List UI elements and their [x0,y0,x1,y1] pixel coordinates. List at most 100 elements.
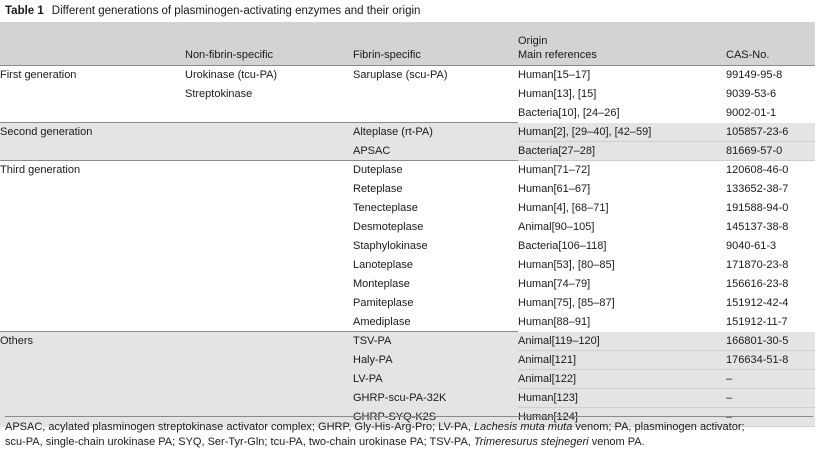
table-footnote: APSAC, acylated plasminogen streptokinas… [5,416,813,450]
cas-cell: 99149-95-8 [726,65,815,85]
non-fibrin-cell [185,160,353,180]
table-row: Bacteria[10], [24–26] 9002-01-1 [0,103,815,123]
header-generation [0,22,185,66]
fibrin-cell [353,85,518,104]
cas-cell: 166801-30-5 [726,331,815,351]
header-cas-no: CAS-No. [726,22,815,66]
origin-cell: Human[75], [85–87] [518,293,726,313]
origin-cell: Animal[122] [518,369,726,389]
fibrin-cell: Lanoteplase [353,258,413,271]
table-row: Monteplase Human[74–79] 156616-23-8 [0,274,815,294]
cas-cell: 171870-23-8 [726,255,815,275]
non-fibrin-cell: Urokinase (tcu-PA) [185,65,353,85]
fibrin-cell: Tenecteplase [353,201,418,214]
origin-cell: Human[88–91] [518,312,726,332]
generation-cell: Third generation [0,160,185,180]
generation-cell [0,369,185,389]
generation-cell [0,294,185,313]
non-fibrin-cell [185,407,353,427]
cas-cell: – [726,369,815,389]
generation-cell [0,104,185,123]
table-row: Staphylokinase Bacteria[106–118] 9040-61… [0,236,815,256]
table-row: Lanoteplase Human[53], [80–85] 171870-23… [0,255,815,275]
header-row: Non-fibrin-specific Fibrin-specific Orig… [0,22,815,66]
origin-cell: Human[124] [518,407,726,427]
non-fibrin-cell [185,275,353,294]
cas-cell: 105857-23-6 [726,122,815,142]
footnote-text-2: venom; PA, plasminogen activator; [572,421,745,433]
cas-cell: 151912-42-4 [726,293,815,313]
fibrin-cell: LV-PA [353,369,518,389]
non-fibrin-cell [185,294,353,313]
cas-cell: 81669-57-0 [726,141,815,161]
cas-cell: 156616-23-8 [726,274,815,294]
table-row: Reteplase Human[61–67] 133652-38-7 [0,179,815,199]
generation-cell: First generation [0,65,185,85]
non-fibrin-cell [185,369,353,389]
table-row: Tenecteplase Human[4], [68–71] 191588-94… [0,198,815,218]
non-fibrin-cell [185,350,353,370]
cas-cell: 151912-11-7 [726,312,815,332]
origin-cell: Bacteria[106–118] [518,236,726,256]
cas-cell: – [726,388,815,408]
generation-cell: Others [0,331,185,351]
origin-cell: Human[13], [15] [518,84,726,104]
cas-cell: 191588-94-0 [726,198,815,218]
enzymes-table: Non-fibrin-specific Fibrin-specific Orig… [0,22,815,427]
generation-cell [0,313,185,332]
non-fibrin-cell [185,141,353,161]
origin-cell: Animal[121] [518,350,726,370]
cas-cell: – [726,407,815,427]
generation-cell [0,180,185,199]
table-row: Pamiteplase Human[75], [85–87] 151912-42… [0,293,815,313]
table-row: First generation Urokinase (tcu-PA) Saru… [0,65,815,85]
non-fibrin-cell [185,256,353,275]
table-caption: Table 1 Different generations of plasmino… [5,4,420,18]
fibrin-cell: Saruplase (scu-PA) [353,65,518,85]
origin-cell: Human[61–67] [518,179,726,199]
fibrin-cell: Pamiteplase [353,296,414,309]
table-row: Amediplase Human[88–91] 151912-11-7 [0,312,815,332]
header-origin: Origin Main references [518,22,726,66]
fibrin-cell: Alteplase (rt-PA) [353,122,518,142]
fibrin-cell: Monteplase [353,277,410,290]
footnote-text-4: venom PA. [588,436,645,448]
generation-cell [0,388,185,408]
generation-cell [0,218,185,237]
header-origin-bottom: Main references [518,49,597,61]
generation-cell [0,85,185,104]
origin-cell: Human[71–72] [518,160,726,180]
header-non-fibrin-specific: Non-fibrin-specific [185,22,353,66]
cas-cell: 9039-53-6 [726,84,815,104]
cas-cell: 176634-51-8 [726,350,815,370]
non-fibrin-cell [185,313,353,332]
table-row: Others TSV-PA Animal[119–120] 166801-30-… [0,331,815,351]
footnote-text-3: scu-PA, single-chain urokinase PA; SYQ, … [5,436,474,448]
table-row: Desmoteplase Animal[90–105] 145137-38-8 [0,217,815,237]
origin-cell: Human[123] [518,388,726,408]
table-row: Streptokinase Human[13], [15] 9039-53-6 [0,84,815,104]
footnote-species-1: Lachesis muta muta [473,421,573,433]
fibrin-cell: TSV-PA [353,331,518,351]
origin-cell: Human[2], [29–40], [42–59] [518,122,726,142]
table-row: Second generation Alteplase (rt-PA) Huma… [0,122,815,142]
non-fibrin-cell [185,180,353,199]
origin-cell: Human[74–79] [518,274,726,294]
fibrin-cell [353,104,518,123]
non-fibrin-cell [185,122,353,142]
footnote-text-1: APSAC, acylated plasminogen streptokinas… [5,421,474,433]
origin-cell: Bacteria[27–28] [518,141,726,161]
origin-cell: Human[53], [80–85] [518,255,726,275]
cas-cell: 9002-01-1 [726,103,815,123]
origin-cell: Animal[90–105] [518,217,726,237]
table-row: Haly-PA Animal[121] 176634-51-8 [0,350,815,370]
footnote-species-2: Trimeresurus stejnegeri [473,436,589,448]
generation-cell [0,256,185,275]
generation-cell: Second generation [0,122,185,142]
generation-cell [0,199,185,218]
non-fibrin-cell [185,218,353,237]
table-row: APSAC Bacteria[27–28] 81669-57-0 [0,141,815,161]
cas-cell: 145137-38-8 [726,217,815,237]
fibrin-cell: Haly-PA [353,350,518,370]
